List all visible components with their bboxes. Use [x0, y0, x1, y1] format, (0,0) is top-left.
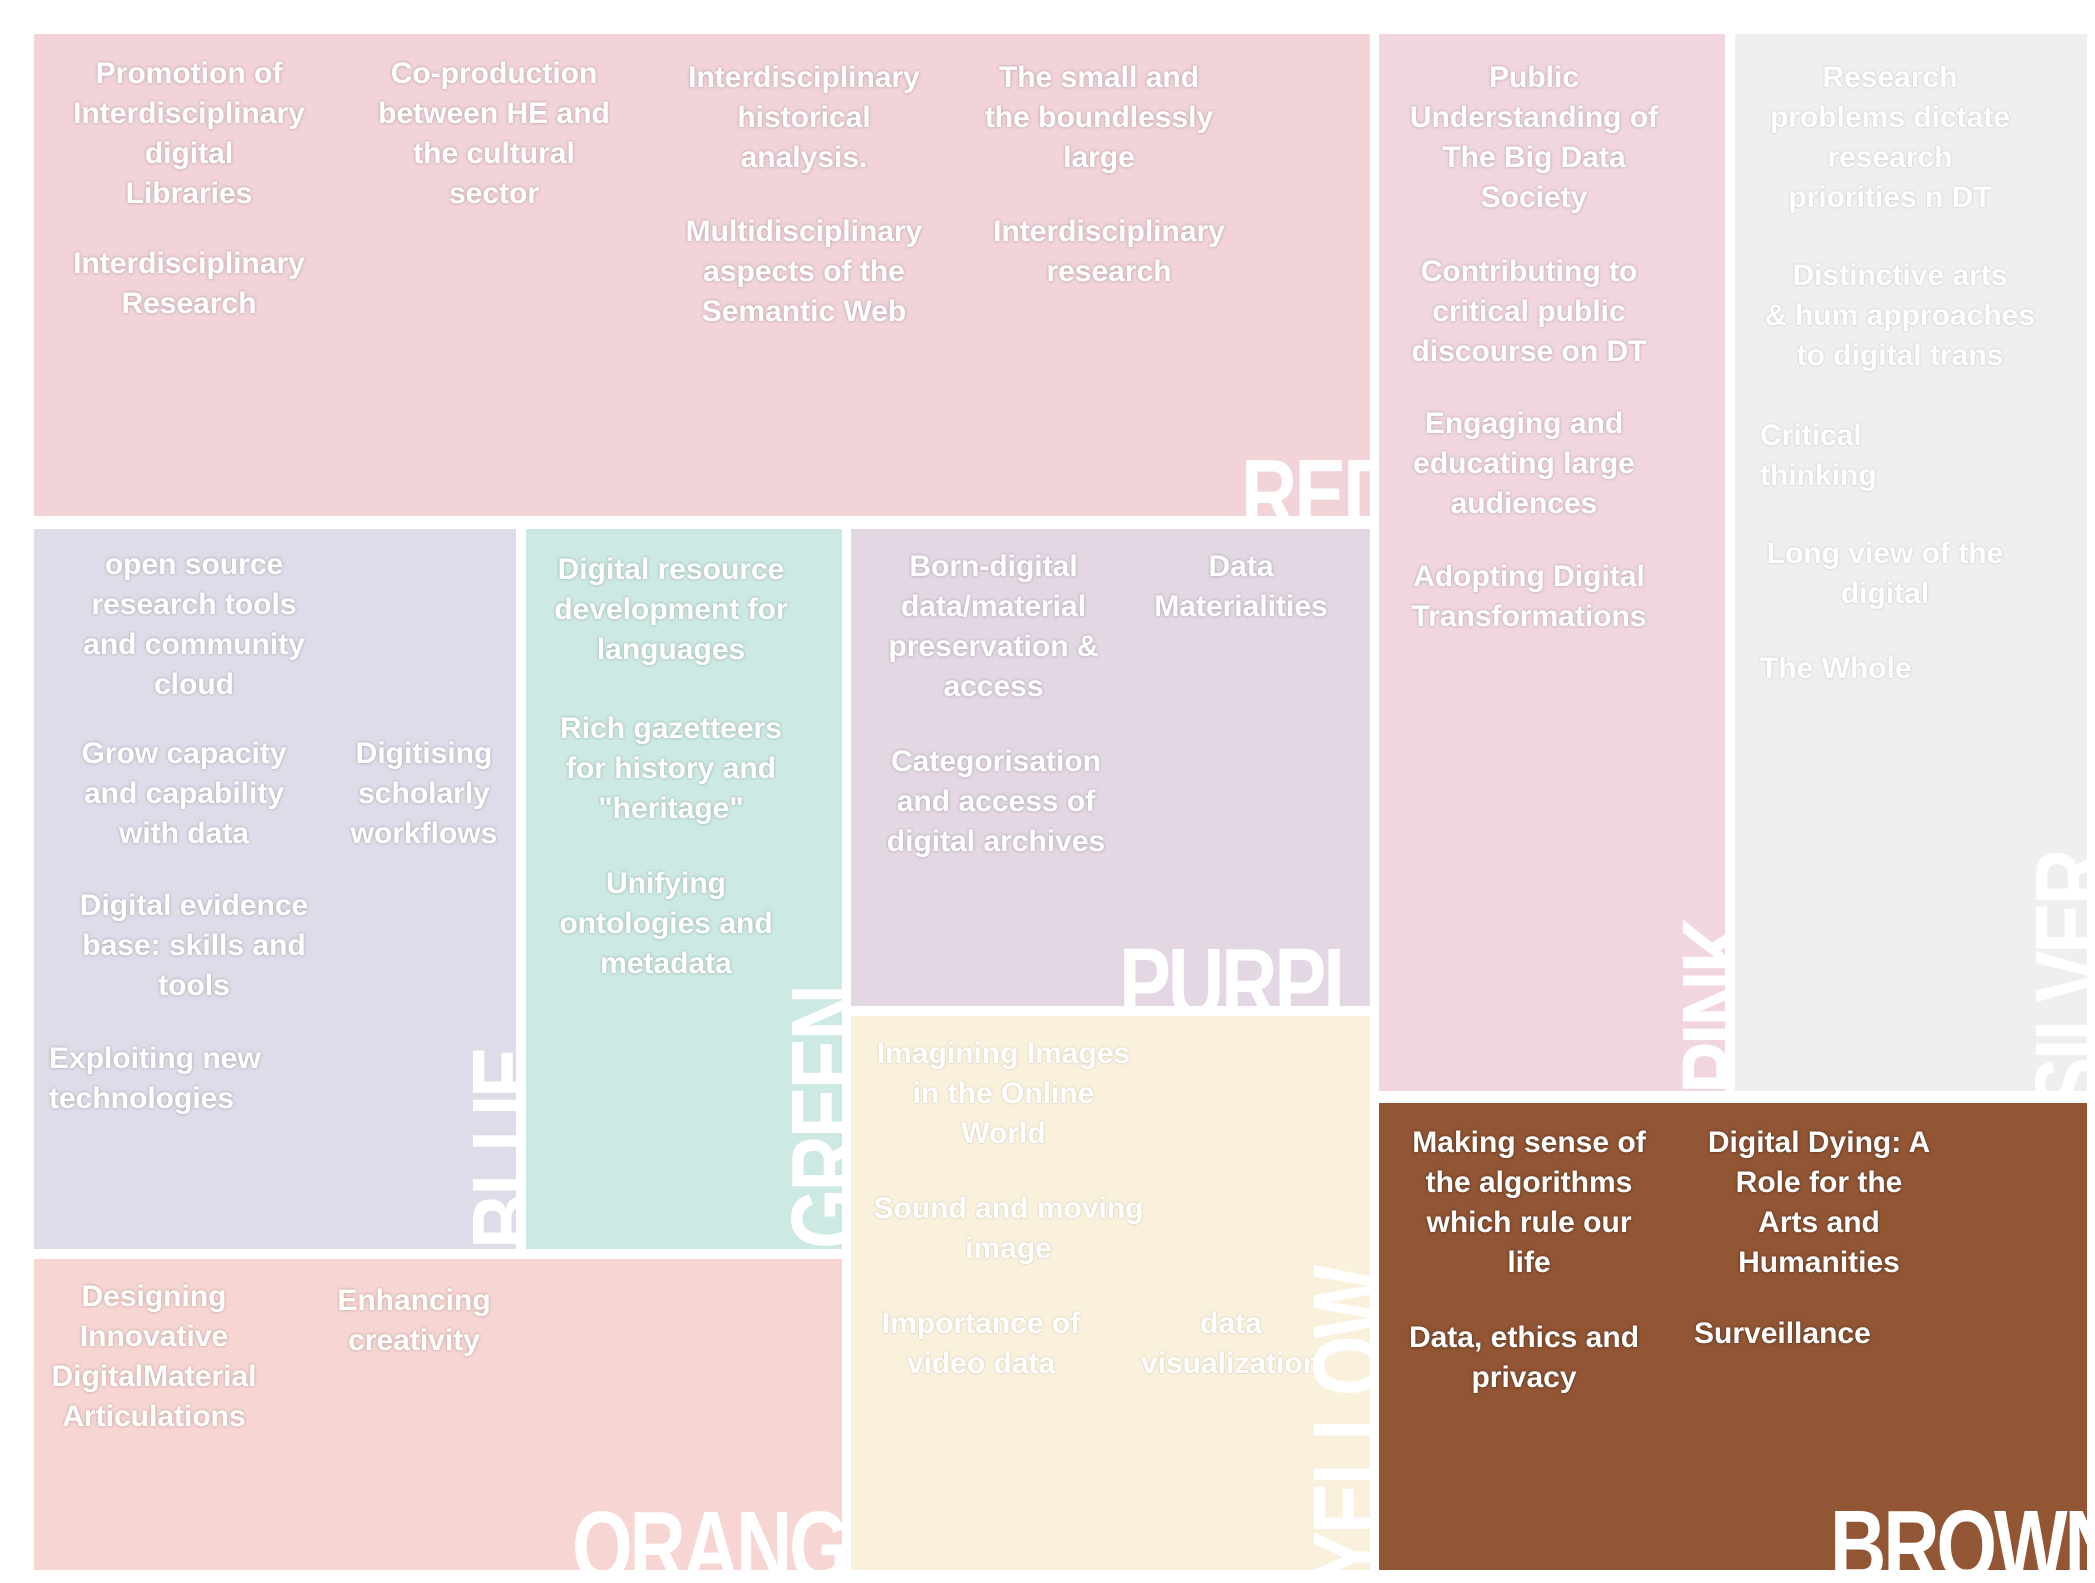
purple-note-2: Data Materialities: [1154, 550, 1328, 623]
brown-note-4: Surveillance: [1694, 1317, 1871, 1350]
orange-panel: Designing Innovative DigitalMaterial Art…: [34, 1259, 842, 1570]
purple-label: PURPLE: [1119, 928, 1370, 1006]
brown-note-3: Digital Dying: A Role for the Arts and H…: [1707, 1126, 1931, 1279]
silver-note-3: Critical thinking: [1760, 419, 1877, 492]
silver-note-4: Long view of the digital: [1766, 537, 2004, 610]
green-panel: Digital resource development for languag…: [526, 529, 842, 1249]
blue-note-5: Exploiting new technologies: [49, 1042, 261, 1115]
blue-panel: open source research tools and community…: [34, 529, 516, 1249]
red-note-6: The small and the boundlessly large: [984, 61, 1214, 174]
red-panel: Promotion of Interdisciplinary digital L…: [34, 34, 1370, 516]
silver-label: SILVER: [2015, 851, 2087, 1091]
yellow-note-4: data visualization: [1140, 1307, 1322, 1380]
yellow-note-1: Imagining Images in the Online World: [876, 1037, 1131, 1150]
purple-note-3: Categorisation and access of digital arc…: [886, 745, 1106, 858]
brown-note-1: Making sense of the algorithms which rul…: [1412, 1126, 1646, 1279]
green-label: GREEN: [771, 987, 842, 1249]
orange-label: ORANGE: [572, 1491, 842, 1570]
silver-note-5: The Whole: [1760, 652, 1912, 685]
red-note-7: Interdisciplinary research: [993, 215, 1225, 288]
yellow-note-2: Sound and moving image: [873, 1192, 1144, 1265]
red-note-4: Interdisciplinary historical analysis.: [688, 61, 920, 174]
pink-note-3: Engaging and educating large audiences: [1413, 407, 1635, 520]
pink-note-4: Adopting Digital Transformations: [1411, 560, 1647, 633]
blue-note-2: Grow capacity and capability with data: [81, 737, 287, 850]
green-note-3: Unifying ontologies and metadata: [559, 867, 773, 980]
green-note-2: Rich gazetteers for history and "heritag…: [560, 712, 782, 825]
blue-note-3: Digitising scholarly workflows: [350, 737, 498, 850]
yellow-note-3: Importance of video data: [881, 1307, 1081, 1380]
pink-panel: Public Understanding of The Big Data Soc…: [1379, 34, 1725, 1091]
silver-panel: Research problems dictate research prior…: [1735, 34, 2087, 1091]
yellow-label: YELLOW: [1293, 1268, 1370, 1570]
silver-note-1: Research problems dictate research prior…: [1769, 61, 2011, 214]
yellow-panel: Imagining Images in the Online World Sou…: [851, 1016, 1370, 1570]
red-note-1: Promotion of Interdisciplinary digital L…: [73, 57, 305, 210]
orange-note-1: Designing Innovative DigitalMaterial Art…: [51, 1280, 257, 1433]
brown-note-2: Data, ethics and privacy: [1408, 1321, 1640, 1394]
red-note-5: Multidisciplinary aspects of the Semanti…: [685, 215, 923, 328]
red-note-2: Interdisciplinary Research: [73, 247, 305, 320]
blue-label: BLUE: [452, 1049, 516, 1249]
brown-label: BROWN: [1830, 1490, 2087, 1570]
red-note-3: Co-production between HE and the cultura…: [378, 57, 610, 210]
pink-label: PINK: [1662, 920, 1725, 1091]
pink-note-2: Contributing to critical public discours…: [1411, 255, 1647, 368]
purple-note-1: Born-digital data/material preservation …: [888, 550, 1099, 703]
brown-panel: Making sense of the algorithms which rul…: [1379, 1103, 2087, 1570]
red-label: RED: [1241, 439, 1370, 516]
orange-note-2: Enhancing creativity: [337, 1284, 491, 1357]
purple-panel: Born-digital data/material preservation …: [851, 529, 1370, 1006]
silver-note-2: Distinctive arts & hum approaches to dig…: [1764, 259, 2036, 372]
blue-note-1: open source research tools and community…: [83, 548, 305, 701]
green-note-1: Digital resource development for languag…: [554, 553, 788, 666]
blue-note-4: Digital evidence base: skills and tools: [79, 889, 309, 1002]
pink-note-1: Public Understanding of The Big Data Soc…: [1409, 61, 1659, 214]
